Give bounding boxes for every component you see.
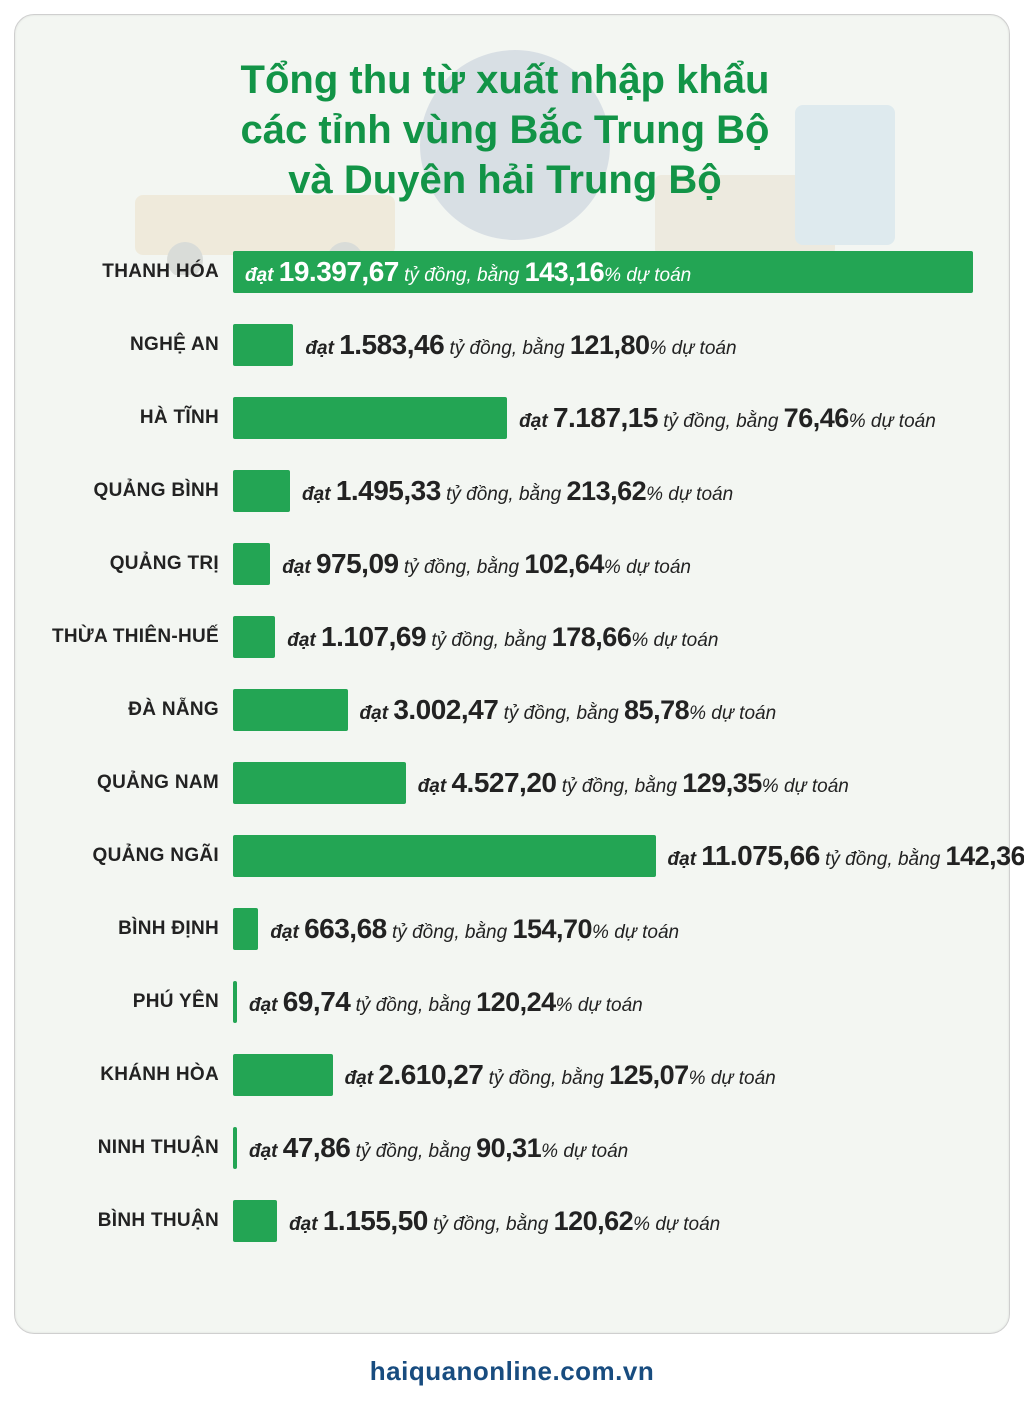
bar-cell: đạt 47,86 tỷ đồng, bằng 90,31% dự toán bbox=[233, 1111, 981, 1184]
bar bbox=[233, 1200, 277, 1242]
bar-cell: đạt 4.527,20 tỷ đồng, bằng 129,35% dự to… bbox=[233, 746, 981, 819]
bar-row: NINH THUẬN đạt 47,86 tỷ đồng, bằng 90,31%… bbox=[29, 1111, 981, 1184]
bar-cell: đạt 19.397,67 tỷ đồng, bằng 143,16% dự t… bbox=[233, 235, 981, 308]
bar-value-text: đạt 663,68 tỷ đồng, bằng 154,70% dự toán bbox=[270, 913, 679, 945]
title-line-3: và Duyên hải Trung Bộ bbox=[29, 155, 981, 205]
bar bbox=[233, 543, 270, 585]
bar-cell: đạt 69,74 tỷ đồng, bằng 120,24% dự toán bbox=[233, 965, 981, 1038]
province-label: QUẢNG BÌNH bbox=[29, 480, 233, 502]
province-label: ĐÀ NẴNG bbox=[29, 699, 233, 721]
province-label: KHÁNH HÒA bbox=[29, 1064, 233, 1086]
bar bbox=[233, 981, 237, 1023]
source-footer: haiquanonline.com.vn bbox=[0, 1356, 1024, 1387]
bar-cell: đạt 2.610,27 tỷ đồng, bằng 125,07% dự to… bbox=[233, 1038, 981, 1111]
province-label: BÌNH THUẬN bbox=[29, 1210, 233, 1232]
bar-row: QUẢNG TRỊ đạt 975,09 tỷ đồng, bằng 102,64… bbox=[29, 527, 981, 600]
bar-cell: đạt 1.583,46 tỷ đồng, bằng 121,80% dự to… bbox=[233, 308, 981, 381]
province-label: NINH THUẬN bbox=[29, 1137, 233, 1159]
province-label: QUẢNG NAM bbox=[29, 772, 233, 794]
bar-row: NGHỆ AN đạt 1.583,46 tỷ đồng, bằng 121,80… bbox=[29, 308, 981, 381]
province-label: NGHỆ AN bbox=[29, 334, 233, 356]
bar-row: THANH HÓA đạt 19.397,67 tỷ đồng, bằng 143… bbox=[29, 235, 981, 308]
province-label: THANH HÓA bbox=[29, 261, 233, 283]
province-label: QUẢNG TRỊ bbox=[29, 553, 233, 575]
bar bbox=[233, 908, 258, 950]
bar-value-text: đạt 975,09 tỷ đồng, bằng 102,64% dự toán bbox=[282, 548, 691, 580]
bar-row: BÌNH THUẬN đạt 1.155,50 tỷ đồng, bằng 120… bbox=[29, 1184, 981, 1257]
bar-value-text: đạt 11.075,66 tỷ đồng, bằng 142,36% dự t… bbox=[668, 840, 1024, 872]
province-label: PHÚ YÊN bbox=[29, 991, 233, 1013]
bar-cell: đạt 663,68 tỷ đồng, bằng 154,70% dự toán bbox=[233, 892, 981, 965]
bar-value-text: đạt 69,74 tỷ đồng, bằng 120,24% dự toán bbox=[249, 986, 643, 1018]
bar-value-text: đạt 1.155,50 tỷ đồng, bằng 120,62% dự to… bbox=[289, 1205, 720, 1237]
bar-cell: đạt 975,09 tỷ đồng, bằng 102,64% dự toán bbox=[233, 527, 981, 600]
chart-title: Tổng thu từ xuất nhập khẩu các tỉnh vùng… bbox=[29, 55, 981, 205]
bar bbox=[233, 397, 507, 439]
bar-cell: đạt 1.155,50 tỷ đồng, bằng 120,62% dự to… bbox=[233, 1184, 981, 1257]
bar-cell: đạt 1.495,33 tỷ đồng, bằng 213,62% dự to… bbox=[233, 454, 981, 527]
bar-row: KHÁNH HÒA đạt 2.610,27 tỷ đồng, bằng 125,… bbox=[29, 1038, 981, 1111]
bar-chart: THANH HÓA đạt 19.397,67 tỷ đồng, bằng 143… bbox=[29, 235, 981, 1257]
bar-row: ĐÀ NẴNG đạt 3.002,47 tỷ đồng, bằng 85,78%… bbox=[29, 673, 981, 746]
bar bbox=[233, 835, 656, 877]
bar bbox=[233, 1054, 333, 1096]
bar bbox=[233, 616, 275, 658]
bar bbox=[233, 762, 406, 804]
province-label: QUẢNG NGÃI bbox=[29, 845, 233, 867]
bar-value-text: đạt 47,86 tỷ đồng, bằng 90,31% dự toán bbox=[249, 1132, 628, 1164]
bar bbox=[233, 324, 293, 366]
bar-cell: đạt 11.075,66 tỷ đồng, bằng 142,36% dự t… bbox=[233, 819, 981, 892]
province-label: BÌNH ĐỊNH bbox=[29, 918, 233, 940]
bar-row: BÌNH ĐỊNH đạt 663,68 tỷ đồng, bằng 154,70… bbox=[29, 892, 981, 965]
title-line-1: Tổng thu từ xuất nhập khẩu bbox=[29, 55, 981, 105]
bar-value-text: đạt 4.527,20 tỷ đồng, bằng 129,35% dự to… bbox=[418, 767, 849, 799]
bar-row: HÀ TĨNH đạt 7.187,15 tỷ đồng, bằng 76,46%… bbox=[29, 381, 981, 454]
bar-cell: đạt 3.002,47 tỷ đồng, bằng 85,78% dự toá… bbox=[233, 673, 981, 746]
bar-value-text: đạt 3.002,47 tỷ đồng, bằng 85,78% dự toá… bbox=[360, 694, 777, 726]
bar-row: QUẢNG NGÃIđạt 11.075,66 tỷ đồng, bằng 14… bbox=[29, 819, 981, 892]
province-label: HÀ TĨNH bbox=[29, 407, 233, 429]
bar-value-text: đạt 1.107,69 tỷ đồng, bằng 178,66% dự to… bbox=[287, 621, 718, 653]
bar-row: THỪA THIÊN-HUẾ đạt 1.107,69 tỷ đồng, bằng… bbox=[29, 600, 981, 673]
bar-row: QUẢNG BÌNH đạt 1.495,33 tỷ đồng, bằng 213… bbox=[29, 454, 981, 527]
bar bbox=[233, 1127, 237, 1169]
bar-value-text: đạt 7.187,15 tỷ đồng, bằng 76,46% dự toá… bbox=[519, 402, 936, 434]
bar-cell: đạt 1.107,69 tỷ đồng, bằng 178,66% dự to… bbox=[233, 600, 981, 673]
bar bbox=[233, 689, 348, 731]
bar-row: QUẢNG NAM đạt 4.527,20 tỷ đồng, bằng 129,… bbox=[29, 746, 981, 819]
bar-value-text: đạt 2.610,27 tỷ đồng, bằng 125,07% dự to… bbox=[345, 1059, 776, 1091]
bar-row: PHÚ YÊN đạt 69,74 tỷ đồng, bằng 120,24% d… bbox=[29, 965, 981, 1038]
bar-cell: đạt 7.187,15 tỷ đồng, bằng 76,46% dự toá… bbox=[233, 381, 981, 454]
bar bbox=[233, 470, 290, 512]
province-label: THỪA THIÊN-HUẾ bbox=[29, 626, 233, 648]
bar-value-text: đạt 1.583,46 tỷ đồng, bằng 121,80% dự to… bbox=[305, 329, 736, 361]
infographic-frame: Tổng thu từ xuất nhập khẩu các tỉnh vùng… bbox=[14, 14, 1010, 1334]
title-line-2: các tỉnh vùng Bắc Trung Bộ bbox=[29, 105, 981, 155]
bar-value-text: đạt 1.495,33 tỷ đồng, bằng 213,62% dự to… bbox=[302, 475, 733, 507]
bar-value-text: đạt 19.397,67 tỷ đồng, bằng 143,16% dự t… bbox=[245, 256, 691, 288]
